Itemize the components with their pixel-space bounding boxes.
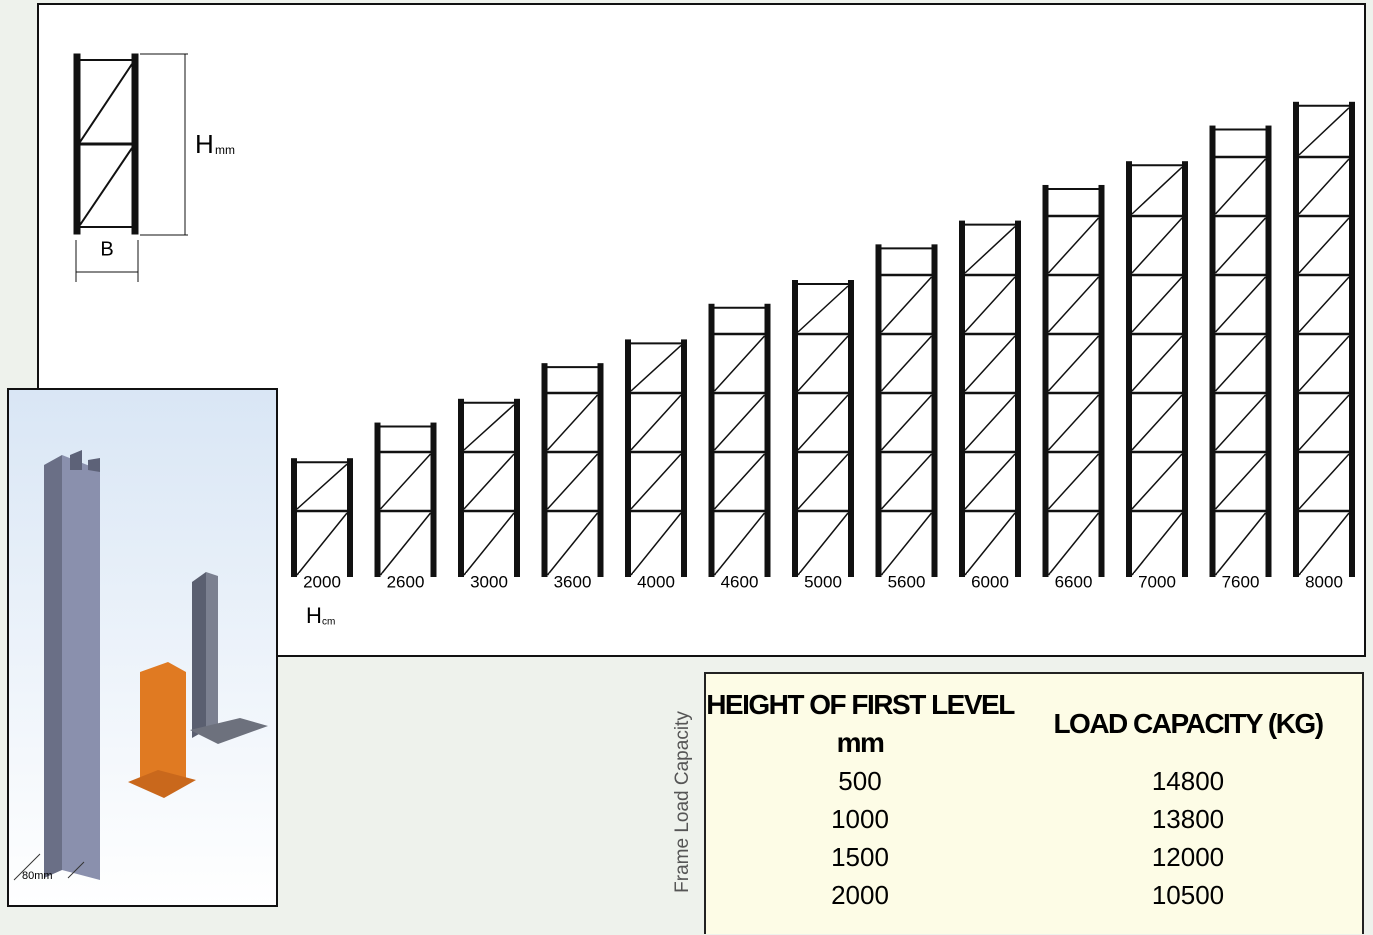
header-cell: HEIGHT OF FIRST LEVEL mm [706,686,1034,762]
frame-height-label: 6000 [971,572,1009,591]
axis-unit: cm [322,617,335,628]
table: HEIGHT OF FIRST LEVEL mm LOAD CAPACITY (… [706,686,1362,914]
page: H mm B H cm 80mm 2000 2600 3000 3600 4000 460… [0,0,1373,935]
post [1266,126,1272,577]
table-cell: 10500 [1034,876,1362,914]
post [625,339,631,577]
width-symbol: B [100,238,113,260]
post-width-label: 80mm [22,870,53,882]
post [598,363,604,577]
header-cell: LOAD CAPACITY (KG) [1034,686,1362,762]
frame-height-label: 6600 [1055,572,1093,591]
post [375,423,381,577]
table-row: 150012000 [706,838,1362,876]
post [848,280,854,577]
table-cell: 1000 [706,800,1034,838]
frame-height-label: 2600 [387,572,425,591]
post [709,304,715,577]
table-cell: 500 [706,762,1034,800]
post [932,244,938,577]
frame-height-label: 5000 [804,572,842,591]
frame-height-label: 2000 [303,572,341,591]
post [1043,185,1049,577]
post [458,399,464,577]
table-cell: 12000 [1034,838,1362,876]
capacity-table: HEIGHT OF FIRST LEVEL mm LOAD CAPACITY (… [704,672,1364,934]
height-symbol: H [195,129,214,159]
post [1126,161,1132,577]
post [876,244,882,577]
post [431,423,437,577]
post [1293,102,1299,577]
post [959,221,965,577]
frame-height-label: 8000 [1305,572,1343,591]
post [542,363,548,577]
post [792,280,798,577]
frame-height-label: 4600 [721,572,759,591]
frame-height-label: 4000 [637,572,675,591]
post [1182,161,1188,577]
post [1015,221,1021,577]
post [1099,185,1105,577]
post [514,399,520,577]
frame-height-label: 7000 [1138,572,1176,591]
frame-height-label: 3600 [554,572,592,591]
post [1349,102,1355,577]
table-cell: 13800 [1034,800,1362,838]
table-cell: 14800 [1034,762,1362,800]
frame-height-label: 3000 [470,572,508,591]
frame-height-label: 5600 [888,572,926,591]
axis-symbol: H [306,603,322,628]
frame-height-label: 7600 [1222,572,1260,591]
post [347,458,353,577]
table-row: 200010500 [706,876,1362,914]
post [291,458,297,577]
side-title: Frame Load Capacity [672,711,694,893]
table-cell: 2000 [706,876,1034,914]
post [1210,126,1216,577]
post [681,339,687,577]
height-unit: mm [215,143,235,157]
table-cell: 1500 [706,838,1034,876]
post [765,304,771,577]
post-photo: 80mm [8,389,277,906]
